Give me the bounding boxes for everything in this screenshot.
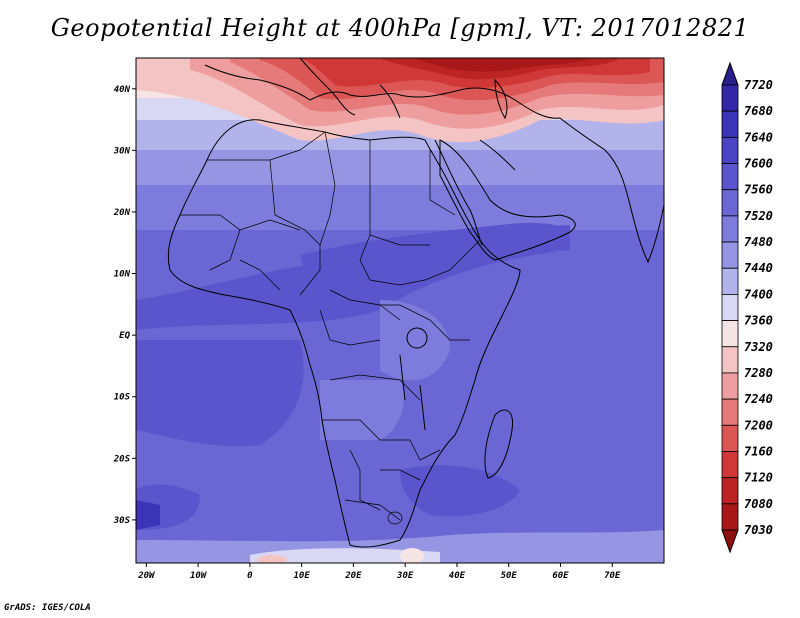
- lat-label: 30N: [113, 146, 131, 156]
- colorbar-swatch: [721, 215, 739, 243]
- colorbar-level-label: 7280: [744, 366, 773, 380]
- lat-label: EQ: [119, 331, 130, 341]
- lon-label: 0: [247, 571, 253, 581]
- colorbar-swatch: [721, 346, 739, 374]
- colorbar-swatch: [721, 189, 739, 217]
- colorbar-level-label: 7160: [744, 444, 773, 458]
- colorbar-level-label: 7440: [744, 261, 773, 275]
- colorbar-level-label: 7200: [744, 418, 773, 432]
- lon-label: 50E: [501, 571, 518, 581]
- colorbar-level-label: 7600: [744, 157, 773, 171]
- lon-label: 70E: [604, 571, 621, 581]
- colorbar-level-label: 7360: [744, 314, 773, 328]
- colorbar-level-label: 7640: [744, 130, 773, 144]
- colorbar-swatch: [721, 503, 739, 531]
- lon-label: 10E: [294, 571, 311, 581]
- lat-label: 40N: [114, 85, 131, 95]
- colorbar-level-label: 7480: [744, 235, 773, 249]
- colorbar-level-label: 7520: [744, 209, 773, 223]
- longitude-labels: 20W 10W 0 10E 20E 30E 40E 50E 60E 70E: [137, 563, 621, 581]
- colorbar-top-arrow: [721, 61, 739, 86]
- colorbar-level-label: 7320: [744, 340, 773, 354]
- colorbar-swatch: [721, 136, 739, 164]
- colorbar-swatch: [721, 267, 739, 295]
- lon-label: 60E: [552, 571, 569, 581]
- colorbar-level-label: 7240: [744, 392, 773, 406]
- lat-label: 20N: [113, 208, 131, 218]
- colorbar-swatch: [721, 110, 739, 138]
- lat-label: 20S: [113, 454, 131, 464]
- colorbar-swatch: [721, 451, 739, 479]
- colorbar-level-label: 7400: [744, 287, 773, 301]
- lon-label: 20E: [344, 571, 362, 581]
- colorbar-level-label: 7720: [744, 78, 773, 92]
- lon-label: 20W: [137, 571, 156, 581]
- lat-label: 10S: [114, 393, 131, 403]
- lat-label: 10N: [114, 270, 131, 280]
- lon-label: 30E: [396, 571, 414, 581]
- colorbar-level-label: 7120: [744, 471, 773, 485]
- colorbar-swatch: [721, 424, 739, 452]
- colorbar: 7720 7680 7640 7600 7560 7520 7480 7440 7400 7360…: [721, 61, 773, 554]
- colorbar-swatch: [721, 163, 739, 191]
- lat-label: 30S: [113, 516, 131, 526]
- colorbar-swatch: [721, 241, 739, 269]
- grads-credit: GrADS: IGES/COLA: [4, 603, 91, 613]
- latitude-labels: 40N 30N 20N 10N EQ 10S 20S 30S: [113, 85, 136, 526]
- lon-label: 40E: [449, 571, 466, 581]
- colorbar-swatch: [721, 372, 739, 400]
- colorbar-swatch: [721, 320, 739, 348]
- coastlines: [167, 58, 664, 548]
- colorbar-level-label: 7080: [744, 497, 773, 511]
- colorbar-level-label: 7680: [744, 104, 773, 118]
- map-title: Geopotential Height at 400hPa [gpm], VT:…: [50, 14, 750, 42]
- colorbar-level-label: 7030: [744, 523, 773, 537]
- colorbar-swatch: [721, 294, 739, 321]
- height-field: [136, 58, 664, 563]
- lon-label: 10W: [190, 571, 208, 581]
- colorbar-swatch: [721, 84, 739, 112]
- colorbar-bottom-arrow: [721, 529, 739, 554]
- map-frame: [135, 57, 665, 564]
- country-borders: [180, 131, 481, 525]
- colorbar-swatch: [721, 477, 739, 505]
- colorbar-swatch: [721, 398, 739, 426]
- colorbar-level-label: 7560: [744, 183, 773, 197]
